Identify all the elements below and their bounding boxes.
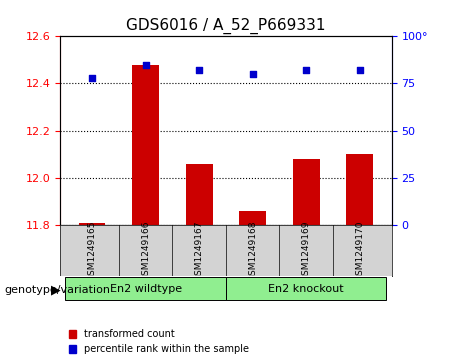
Text: En2 knockout: En2 knockout	[268, 284, 344, 294]
Point	[142, 62, 149, 68]
Text: GSM1249165: GSM1249165	[88, 220, 96, 281]
Text: genotype/variation: genotype/variation	[5, 285, 111, 295]
Bar	[346, 154, 373, 225]
Point	[356, 68, 363, 73]
Bar	[132, 65, 159, 225]
Point	[249, 71, 256, 77]
Title: GDS6016 / A_52_P669331: GDS6016 / A_52_P669331	[126, 17, 325, 33]
Bar	[79, 223, 106, 225]
Text: En2 wildtype: En2 wildtype	[110, 284, 182, 294]
Text: ▶: ▶	[51, 284, 60, 297]
Bar	[293, 159, 319, 225]
Point	[89, 75, 96, 81]
Text: GSM1249170: GSM1249170	[355, 220, 364, 281]
Bar	[186, 164, 213, 225]
Text: GSM1249168: GSM1249168	[248, 220, 257, 281]
Point	[302, 68, 310, 73]
FancyBboxPatch shape	[226, 277, 386, 300]
Point	[195, 68, 203, 73]
Text: GSM1249169: GSM1249169	[301, 220, 311, 281]
Bar	[239, 211, 266, 225]
Text: GSM1249167: GSM1249167	[195, 220, 204, 281]
Legend: transformed count, percentile rank within the sample: transformed count, percentile rank withi…	[65, 326, 253, 358]
FancyBboxPatch shape	[65, 277, 226, 300]
Text: GSM1249166: GSM1249166	[141, 220, 150, 281]
